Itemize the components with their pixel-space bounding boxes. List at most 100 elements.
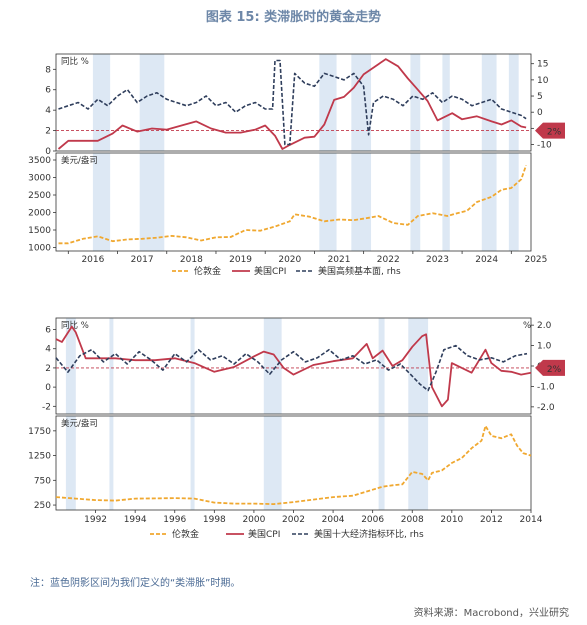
chart-top-lower-shade-6 (481, 153, 497, 251)
chart-bottom-xtick-label-11: 2014 (520, 515, 543, 525)
chart-bottom-series-0-line (55, 424, 532, 506)
chart-top-lower-ytick-label-3: 2500 (28, 191, 51, 201)
chart-top-xtick-label-1: 2017 (131, 255, 154, 265)
chart-bottom-lower-frame (55, 415, 532, 511)
chart-top-xtick-label-9: 2025 (524, 255, 547, 265)
chart-top-upper-shade-5 (442, 54, 450, 151)
chart-top-series-1-line (57, 58, 527, 150)
chart-bottom-upper-shade-4 (378, 318, 385, 414)
chart-bottom-xtick-label-10: 2012 (480, 515, 503, 525)
chart-top-rhs-tick-label-5: 15 (537, 60, 548, 70)
chart-bottom-lower-shade-2 (190, 416, 195, 510)
chart-bottom-xtick-label-0: 1992 (84, 515, 107, 525)
chart-bottom-upper-shade-3 (263, 318, 282, 414)
chart-top-upper-ylabel: 同比 % (61, 56, 89, 67)
chart-bottom-legend-label-2: 美国十大经济指标环比, rhs (314, 528, 424, 540)
chart-top-lower-shade-7 (508, 153, 519, 251)
chart-top-upper-ytick-label-0: 0 (45, 147, 51, 157)
chart-bottom-rhs-tick-label-3: 1.0 (537, 342, 552, 352)
chart-bottom-lower-ylabel: 美元/盎司 (61, 418, 98, 429)
chart-bottom-upper-ylabel: 同比 % (61, 320, 89, 331)
chart-bottom-upper-shade-0 (65, 318, 76, 414)
chart-top-lower-frame (55, 152, 532, 252)
chart-top-upper-shade-1 (139, 54, 165, 151)
chart-bottom-upper-ytick-label-0: -2 (42, 402, 51, 412)
chart-bottom-ref-badge-label: 2% (547, 365, 562, 375)
chart-top-legend-label-1: 美国CPI (254, 265, 286, 277)
chart-top-xtick-label-8: 2024 (475, 255, 498, 265)
chart-top-ref-badge-label: 2% (547, 128, 562, 138)
chart-bottom-upper-ytick-label-2: 2 (45, 364, 51, 374)
chart-top-xtick-label-2: 2018 (180, 255, 203, 265)
chart-bottom-rhs-tick-label-1: -1.0 (537, 382, 555, 392)
chart-top-xtick-label-6: 2022 (377, 255, 400, 265)
source-note: 资料来源：Macrobond，兴业研究 (413, 608, 569, 619)
chart-bottom-legend-label-0: 伦敦金 (172, 528, 199, 540)
chart-bottom-upper-ytick-label-4: 6 (45, 326, 51, 336)
chart-top-upper-frame (55, 53, 532, 152)
chart-bottom-xtick-label-4: 2000 (242, 515, 265, 525)
chart-bottom-upper-ytick-label-3: 4 (45, 345, 51, 355)
chart-bottom-lower-shade-0 (65, 416, 76, 510)
page-title: 图表 15: 类滞胀时的黄金走势 (205, 10, 382, 25)
chart-top-xtick-label-3: 2019 (229, 255, 252, 265)
chart-bottom-upper-ytick-label-1: 0 (45, 383, 51, 393)
chart-bottom-xtick-label-2: 1996 (163, 515, 186, 525)
chart-bottom-series-1-line (55, 325, 532, 408)
chart-top-upper-ytick-label-1: 2 (45, 127, 51, 137)
chart-top-lower-ytick-label-2: 2000 (28, 209, 51, 219)
chart-top-upper-shade-3 (351, 54, 372, 151)
chart-top-legend-label-0: 伦敦金 (194, 265, 221, 277)
chart-top-upper-ytick-label-2: 4 (45, 106, 51, 116)
chart-bottom-xtick-label-3: 1998 (203, 515, 226, 525)
chart-bottom-legend-label-1: 美国CPI (248, 528, 280, 540)
chart-top-ref-badge (535, 122, 565, 139)
chart-bottom-rhs-tick-label-4: 2.0 (537, 321, 552, 331)
chart-top-rhs-tick-label-4: 10 (537, 76, 549, 86)
chart-top-lower-shade-3 (351, 153, 372, 251)
chart-bottom-xtick-label-1: 1994 (124, 515, 147, 525)
chart-bottom-ref-badge (535, 359, 565, 376)
chart-bottom-xtick-label-9: 2010 (440, 515, 463, 525)
chart-top-xtick-label-5: 2021 (328, 255, 351, 265)
chart-bottom-upper-shade-1 (109, 318, 114, 414)
chart-top-rhs-tick-label-0: -10 (537, 141, 552, 151)
chart-bottom-xtick-label-6: 2004 (322, 515, 345, 525)
chart-bottom-upper-shade-5 (408, 318, 429, 414)
chart-top-rhs-tick-label-3: 5 (537, 92, 543, 102)
chart-top-lower-ytick-label-0: 1000 (28, 244, 51, 254)
chart-top-legend-label-2: 美国高频基本面, rhs (318, 265, 401, 277)
chart-top-lower-ylabel: 美元/盎司 (61, 155, 98, 166)
chart-bottom-lower-ytick-label-0: 250 (34, 501, 51, 511)
chart-top-series-2-line (58, 59, 527, 146)
chart-bottom-xtick-label-7: 2006 (361, 515, 384, 525)
chart-top-lower-ytick-label-1: 1500 (28, 226, 51, 236)
chart-top-xtick-label-7: 2023 (426, 255, 449, 265)
chart-top-xtick-label-0: 2016 (81, 255, 104, 265)
chart-bottom-lower-ytick-label-2: 1250 (28, 452, 51, 462)
chart-top-lower-ytick-label-4: 3000 (28, 174, 51, 184)
chart-top-upper-ytick-label-4: 8 (45, 65, 51, 75)
chart-top-lower-shade-1 (139, 153, 165, 251)
chart-top-lower-shade-0 (92, 153, 111, 251)
chart-top-lower-shade-4 (410, 153, 421, 251)
chart-bottom-lower-shade-3 (263, 416, 282, 510)
chart-top-lower-shade-2 (319, 153, 337, 251)
chart-bottom-lower-ytick-label-3: 1750 (28, 427, 51, 437)
chart-bottom-lower-shade-5 (408, 416, 429, 510)
chart-bottom-lower-shade-1 (109, 416, 114, 510)
chart-bottom-xtick-label-8: 2008 (401, 515, 424, 525)
chart-top-upper-shade-6 (481, 54, 497, 151)
chart-top-upper-shade-2 (319, 54, 337, 151)
chart-bottom-xtick-label-5: 2002 (282, 515, 305, 525)
chart-top-upper-ytick-label-3: 6 (45, 86, 51, 96)
chart-top-xtick-label-4: 2020 (278, 255, 301, 265)
chart-bottom-rhs-label: % (523, 321, 531, 331)
chart-bottom-lower-shade-4 (378, 416, 385, 510)
chart-bottom-upper-shade-2 (190, 318, 195, 414)
chart-top-upper-shade-4 (410, 54, 421, 151)
chart-top-series-0-line (58, 165, 527, 245)
chart-bottom-lower-ytick-label-1: 750 (34, 476, 51, 486)
footnote: 注：蓝色阴影区间为我们定义的“类滞胀”时期。 (30, 578, 241, 589)
chart-top-upper-shade-7 (508, 54, 519, 151)
